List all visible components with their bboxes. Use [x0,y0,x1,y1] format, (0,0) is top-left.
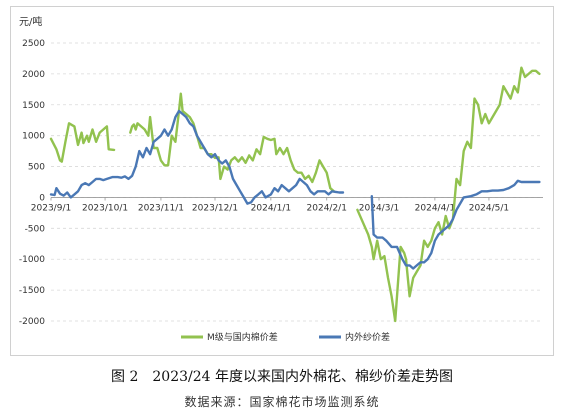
x-tick-label: 2024/3/1 [359,203,399,213]
series-line-yarn [370,179,541,270]
x-tick-label: 2024/2/1 [307,203,347,213]
series-line-m-grade [356,66,541,323]
chart-frame: 2500 2000 1500 1000 500 0 -500 -1000 -1500 -2000 2… [10,6,554,356]
figure-caption: 图 2 2023/24 年度以来国内外棉花、棉纱价差走势图 [0,366,564,386]
y-tick-label: -2000 [19,317,45,327]
series-line-yarn [49,109,345,205]
x-tick-label: 2024/5/1 [469,203,509,213]
y-tick-label: 1500 [22,101,45,111]
line-chart: 2500 2000 1500 1000 500 0 -500 -1000 -1500 -2000 2… [19,15,543,343]
x-tick-label: 2023/12/1 [192,203,238,213]
x-tick-label: 2023/10/1 [82,203,128,213]
series-line-m-grade [49,122,116,163]
y-tick-label: -500 [25,224,46,234]
y-tick-label: -1500 [19,286,45,296]
y-tick-label: 2000 [22,70,45,80]
figure-number: 图 2 [111,369,139,385]
data-source: 数据来源：国家棉花市场监测系统 [184,395,380,409]
figure-title: 2023/24 年度以来国内外棉花、棉纱价差走势图 [152,369,453,385]
legend-label-yarn: 内外纱价差 [345,331,390,343]
x-tick-label: 2024/4/1 [415,203,455,213]
y-tick-label: 500 [28,163,45,173]
axes: 2500 2000 1500 1000 500 0 -500 -1000 -1500 -2000 2… [19,39,543,327]
x-tick-label: 2024/1/1 [251,203,291,213]
y-tick-label: -1000 [19,255,45,265]
series-line-m-grade [129,92,336,193]
y-tick-label: 2500 [22,39,45,49]
y-unit-label: 元/吨 [19,15,42,28]
legend-label-m-grade: M级与国内棉价差 [207,331,278,343]
y-tick-label: 0 [39,193,45,203]
legend: M级与国内棉价差 内外纱价差 [181,331,390,343]
y-tick-label: 1000 [22,132,45,142]
x-tick-label: 2023/9/1 [31,203,71,213]
x-tick-label: 2023/11/1 [138,203,184,213]
series-lines [49,66,541,323]
